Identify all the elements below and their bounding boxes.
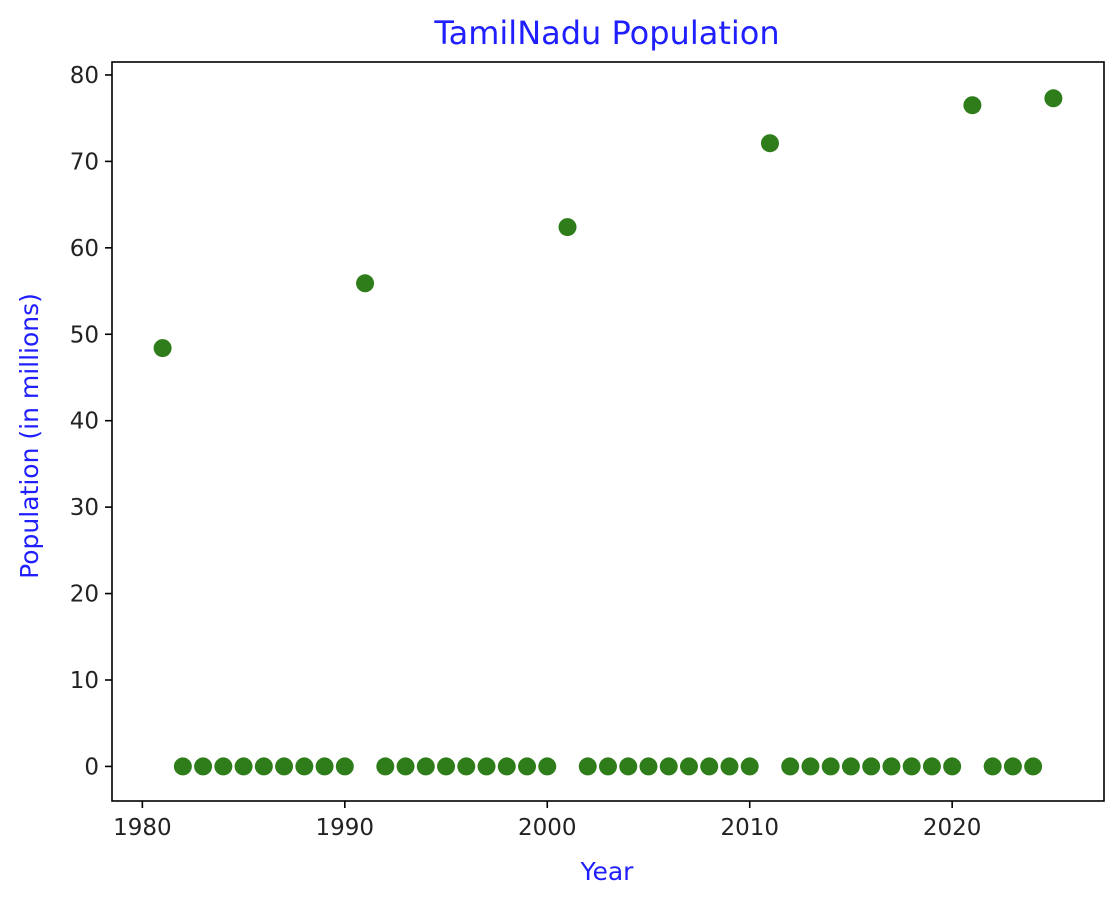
y-tick-label: 80 xyxy=(70,63,99,89)
y-tick-label: 60 xyxy=(70,236,99,262)
y-tick-label: 20 xyxy=(70,582,99,608)
x-tick-label: 1990 xyxy=(316,815,375,841)
y-tick-label: 50 xyxy=(70,322,99,348)
data-point xyxy=(558,218,577,237)
data-point xyxy=(882,757,901,776)
data-point xyxy=(720,757,739,776)
data-point xyxy=(194,757,213,776)
data-point xyxy=(416,757,435,776)
data-point xyxy=(781,757,800,776)
data-point xyxy=(173,757,192,776)
data-point xyxy=(335,757,354,776)
y-tick-label: 70 xyxy=(70,149,99,175)
data-point xyxy=(153,339,172,358)
y-axis-label: Population (in millions) xyxy=(15,293,44,579)
data-point xyxy=(639,757,658,776)
data-point xyxy=(234,757,253,776)
data-point xyxy=(295,757,314,776)
data-point xyxy=(760,134,779,153)
chart-title: TamilNadu Population xyxy=(433,14,779,52)
data-point xyxy=(214,757,233,776)
x-axis-label: Year xyxy=(580,857,635,886)
y-tick-label: 40 xyxy=(70,409,99,435)
y-tick-label: 30 xyxy=(70,495,99,521)
data-point xyxy=(275,757,294,776)
data-point xyxy=(619,757,638,776)
data-point xyxy=(578,757,597,776)
data-point xyxy=(659,757,678,776)
data-point xyxy=(376,757,395,776)
data-point xyxy=(315,757,334,776)
data-point xyxy=(801,757,820,776)
data-point xyxy=(1044,89,1063,108)
y-tick-label: 10 xyxy=(70,668,99,694)
data-point xyxy=(497,757,516,776)
data-point xyxy=(538,757,557,776)
x-tick-label: 2000 xyxy=(518,815,577,841)
data-point xyxy=(963,96,982,115)
plot-frame xyxy=(111,61,1105,802)
data-point xyxy=(254,757,273,776)
data-point xyxy=(983,757,1002,776)
data-point xyxy=(862,757,881,776)
data-point xyxy=(437,757,456,776)
data-point xyxy=(477,757,496,776)
data-point xyxy=(943,757,962,776)
data-point xyxy=(740,757,759,776)
data-point xyxy=(679,757,698,776)
data-point xyxy=(518,757,537,776)
x-tick-label: 2010 xyxy=(720,815,779,841)
data-point xyxy=(599,757,617,776)
data-point xyxy=(841,757,860,776)
data-point xyxy=(902,757,921,776)
x-tick-label: 2020 xyxy=(923,815,982,841)
data-point xyxy=(922,757,941,776)
data-point xyxy=(700,757,719,776)
data-point xyxy=(1024,757,1043,776)
x-tick-label: 1980 xyxy=(113,815,172,841)
data-point xyxy=(396,757,415,776)
data-point xyxy=(1003,757,1022,776)
y-tick-label: 0 xyxy=(84,754,99,780)
plot-area: 1980 1990 2000 2010 2020 0 10 20 30 40 50 60 70 80 xyxy=(70,61,1105,841)
data-point xyxy=(457,757,476,776)
data-point xyxy=(821,757,840,776)
data-point xyxy=(356,274,375,293)
